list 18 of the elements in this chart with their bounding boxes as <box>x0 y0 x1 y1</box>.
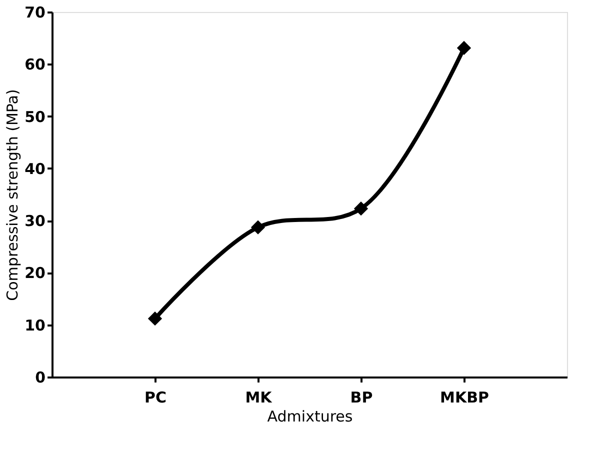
point <box>148 312 162 326</box>
point <box>456 40 472 56</box>
y-tick-label: 30 <box>24 212 46 230</box>
y-tick-label: 10 <box>24 316 46 334</box>
y-tick-label: 70 <box>24 4 46 22</box>
x-tick-label: BP <box>350 388 373 406</box>
y-tick-label: 20 <box>24 264 46 282</box>
y-tick-label: 0 <box>35 368 46 386</box>
y-tick-label: 60 <box>24 56 46 74</box>
point <box>250 220 266 234</box>
y-axis-title: Compressive strength (MPa) <box>4 89 22 301</box>
y-tick-label: 50 <box>24 108 46 126</box>
x-tick-label: MKBP <box>440 388 489 406</box>
x-axis-title: Admixtures <box>267 408 353 426</box>
x-tick-label: PC <box>144 388 167 406</box>
y-tick-label: 40 <box>24 160 46 178</box>
x-tick-label: MK <box>245 388 274 406</box>
point <box>354 202 368 216</box>
